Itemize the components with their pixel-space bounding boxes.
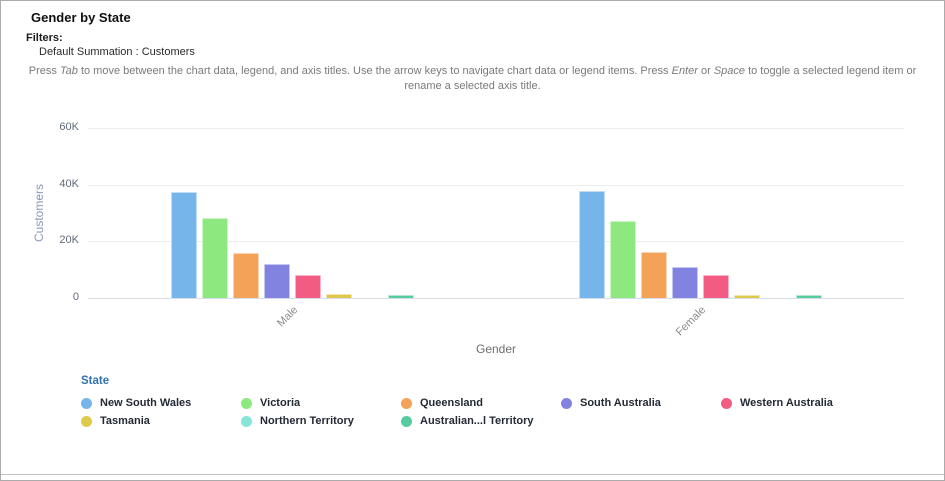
y-tick-label: 40K [59, 178, 79, 190]
legend-title: State [81, 375, 110, 387]
bar-male-south-australia[interactable] [263, 264, 290, 298]
bar-male-western-australia[interactable] [294, 275, 321, 298]
legend-item-tasmania[interactable]: Tasmania [81, 414, 241, 428]
keyboard-instructions: Press Tab to move between the chart data… [28, 65, 917, 92]
bar-female-queensland[interactable] [640, 252, 667, 298]
legend-color-dot [81, 397, 92, 409]
legend-color-dot [241, 397, 252, 409]
bar-male-australian-l-territory[interactable] [387, 295, 414, 298]
legend-color-dot [561, 397, 572, 409]
legend-color-dot [81, 415, 92, 427]
legend-color-dot [401, 415, 412, 427]
bar-female-victoria[interactable] [609, 221, 636, 298]
legend-label: Queensland [420, 397, 483, 409]
y-tick-label: 60K [59, 121, 79, 133]
page-title: Gender by State [31, 10, 131, 25]
legend-item-south-australia[interactable]: South Australia [561, 396, 721, 410]
bar-male-tasmania[interactable] [325, 294, 352, 298]
legend-item-northern-territory[interactable]: Northern Territory [241, 414, 401, 428]
legend-item-western-australia[interactable]: Western Australia [721, 396, 881, 410]
legend-label: Australian...l Territory [420, 415, 534, 427]
legend-item-australian-l-territory[interactable]: Australian...l Territory [401, 414, 561, 428]
x-tick-female: Female [674, 304, 709, 339]
x-tick-male: Male [275, 304, 301, 330]
legend-color-dot [401, 397, 412, 409]
legend-item-queensland[interactable]: Queensland [401, 396, 561, 410]
gridline [88, 241, 904, 242]
legend-item-victoria[interactable]: Victoria [241, 396, 401, 410]
legend-color-dot [241, 415, 252, 427]
legend-label: New South Wales [100, 397, 192, 409]
bar-female-australian-l-territory[interactable] [795, 295, 822, 298]
gridline [88, 185, 904, 186]
legend-label: Tasmania [100, 415, 150, 427]
bar-male-queensland[interactable] [232, 253, 259, 298]
bar-group-female [496, 128, 904, 298]
bar-female-western-australia[interactable] [702, 275, 729, 298]
legend-items: New South Wales Victoria Queensland South A… [81, 396, 881, 428]
legend-label: Northern Territory [260, 415, 354, 427]
page-bottom-divider [1, 474, 944, 475]
filter-summary: Default Summation : Customers [39, 46, 195, 58]
y-tick-label: 20K [59, 234, 79, 246]
legend-item-new-south-wales[interactable]: New South Wales [81, 396, 241, 410]
bar-group-male [88, 128, 496, 298]
plot-bars [88, 128, 904, 298]
x-axis-title[interactable]: Gender [475, 342, 517, 356]
legend-label: South Australia [580, 397, 661, 409]
gridline [88, 128, 904, 129]
bar-female-new-south-wales[interactable] [578, 191, 605, 298]
legend-label: Victoria [260, 397, 301, 409]
y-tick-label: 0 [72, 291, 79, 303]
plot-area [88, 128, 904, 299]
legend-label: Western Australia [740, 397, 833, 409]
filters-label: Filters: [26, 32, 63, 44]
bar-male-victoria[interactable] [201, 218, 228, 298]
bar-female-tasmania[interactable] [733, 295, 760, 298]
x-axis-line [88, 298, 904, 299]
bar-female-south-australia[interactable] [671, 267, 698, 298]
bar-male-new-south-wales[interactable] [170, 192, 197, 298]
legend-color-dot [721, 397, 732, 409]
